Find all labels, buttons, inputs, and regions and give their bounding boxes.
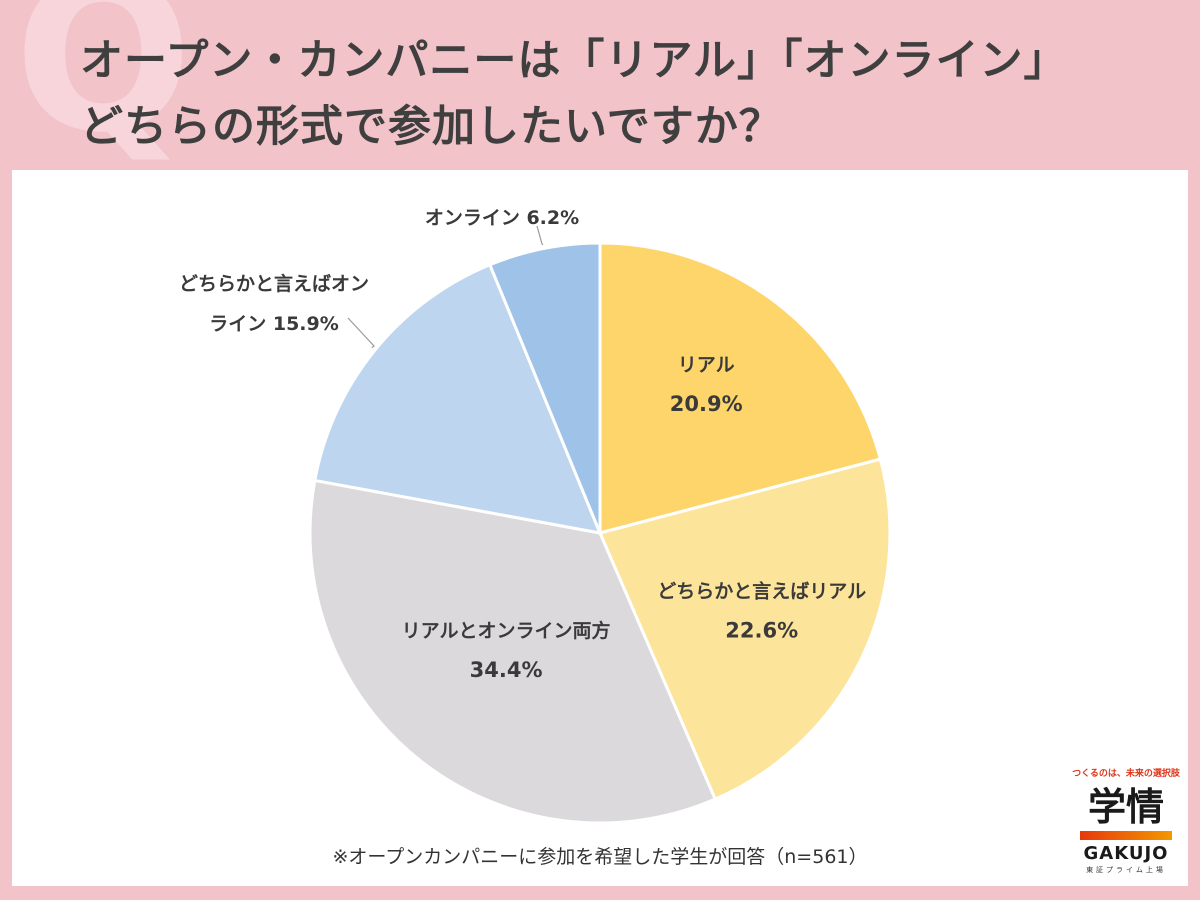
logo-name-en: GAKUJO — [1083, 843, 1169, 864]
pie-slice-5 — [487, 241, 602, 534]
outer-label-2-line-1: どちらかと言えばオン — [179, 272, 369, 295]
page-title: オープン・カンパニーは「リアル」「オンライン」 どちらの形式で参加したいですか？ — [80, 28, 1180, 160]
slice-value-2: 22.6% — [725, 619, 798, 643]
title-line-2: どちらの形式で参加したいですか？ — [80, 102, 783, 152]
logo-tagline: つくるのは、未来の選択肢 — [1072, 769, 1180, 779]
title-line-1: オープン・カンパニーは「リアル」「オンライン」 — [80, 36, 1068, 86]
pie-slice-3 — [308, 478, 718, 825]
outer-label-2-line-2: ライン 15.9% — [209, 313, 339, 335]
slice-value-1: 20.9% — [670, 392, 743, 416]
footnote: ※オープンカンパニーに参加を希望した学生が回答（n=561） — [332, 846, 868, 868]
gakujo-logo: つくるのは、未来の選択肢 学情 GAKUJO 東証プライム上場 — [1070, 766, 1182, 875]
logo-bar — [1080, 831, 1172, 840]
slice-label-3: リアルとオンライン両方 — [402, 619, 611, 642]
slice-label-1: リアル — [678, 354, 735, 376]
leader-line-1 — [536, 225, 544, 246]
chart-panel: リアル 20.9% どちらかと言えばリアル 22.6% リアルとオンライン両方 34.4%… — [12, 170, 1188, 886]
pie-slice-2 — [597, 457, 892, 802]
leader-line-2 — [347, 317, 375, 349]
logo-mark: 学情 — [1087, 785, 1164, 829]
pie-chart: リアル 20.9% どちらかと言えばリアル 22.6% リアルとオンライン両方 34.4%… — [179, 207, 892, 825]
slice-label-2: どちらかと言えばリアル — [657, 580, 866, 603]
pie-slice-1 — [598, 241, 883, 535]
logo-sub: 東証プライム上場 — [1086, 866, 1166, 874]
slice-value-3: 34.4% — [470, 658, 543, 682]
background-q-letter: Q — [14, 0, 193, 179]
pie-slice-4 — [313, 262, 603, 535]
outer-label-1-line-1: オンライン 6.2% — [425, 207, 579, 229]
